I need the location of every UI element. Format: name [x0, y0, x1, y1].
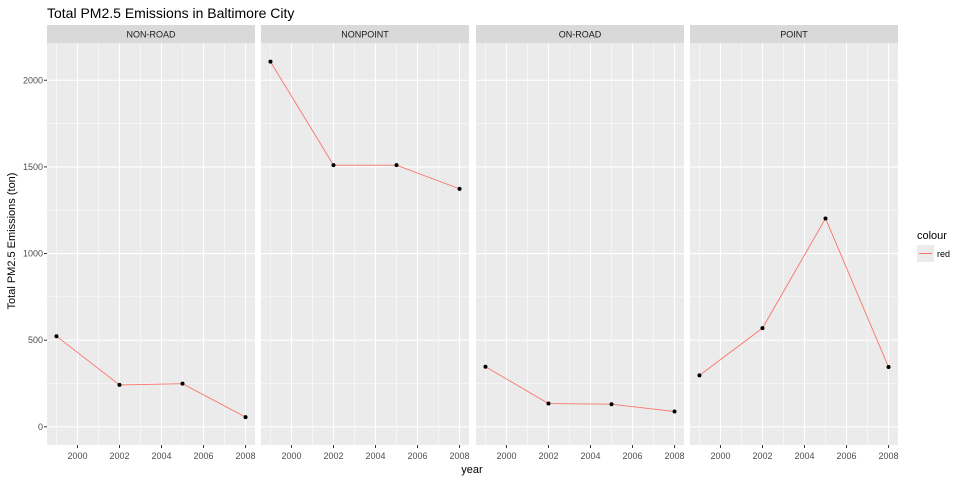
x-tick-label: 2008: [879, 451, 899, 461]
facet-strip: [261, 25, 469, 43]
x-tick-label: 2006: [194, 451, 214, 461]
x-tick-label: 2002: [323, 451, 343, 461]
data-point: [54, 334, 59, 339]
x-tick-label: 2004: [151, 451, 171, 461]
x-tick-label: 2006: [837, 451, 857, 461]
data-point: [823, 216, 828, 221]
legend-title: colour: [917, 230, 947, 242]
legend: colour red: [917, 230, 950, 262]
x-tick-label: 2004: [365, 451, 385, 461]
x-tick-label: 2008: [236, 451, 256, 461]
data-point: [672, 409, 677, 414]
series-line: [56, 335, 246, 418]
series-line: [485, 366, 675, 412]
y-tick-label: 500: [28, 335, 43, 345]
data-point: [243, 415, 248, 420]
x-tick-label: 2000: [67, 451, 87, 461]
facet-strip: [476, 25, 684, 43]
x-axis-title: year: [461, 464, 483, 476]
facet-panel-point: POINT 2000 2002 2004 2006 2008: [690, 25, 899, 461]
x-tick-label: 2004: [580, 451, 600, 461]
y-tick-label: 1500: [23, 162, 43, 172]
data-point: [457, 186, 462, 191]
x-tick-label: 2002: [752, 451, 772, 461]
facet-strip-label: POINT: [780, 30, 808, 40]
x-tick-label: 2008: [450, 451, 470, 461]
facet-strip-label: NONPOINT: [341, 30, 389, 40]
facet-panel-non-road: NON-ROAD 2000 2002 2004 2006 2008: [47, 25, 256, 461]
y-tick-label: 2000: [23, 75, 43, 85]
panel-background: [261, 43, 469, 445]
data-point: [546, 401, 551, 406]
panel-background: [47, 43, 255, 445]
data-point: [886, 365, 891, 370]
facet-strip: [47, 25, 255, 43]
facet-strip-label: ON-ROAD: [559, 30, 602, 40]
x-tick-label: 2006: [623, 451, 643, 461]
y-tick-label: 1000: [23, 249, 43, 259]
chart-title: Total PM2.5 Emissions in Baltimore City: [47, 5, 294, 21]
data-point: [760, 326, 765, 331]
x-tick-label: 2004: [794, 451, 814, 461]
facet-panel-nonpoint: NONPOINT 2000 2002 2004 2006 2008: [261, 25, 470, 461]
data-point: [483, 364, 488, 369]
facet-strip-label: NON-ROAD: [127, 30, 176, 40]
legend-label: red: [937, 249, 950, 259]
y-axis-title: Total PM2.5 Emissions (ton): [6, 173, 18, 310]
facet-strip: [690, 25, 898, 43]
panels-layer: NON-ROAD 2000 2002 2004 2006 2008 NONPOINT 2000…: [47, 25, 899, 461]
panel-background: [476, 43, 684, 445]
data-point: [331, 163, 336, 168]
y-axis: 0 500 1000 1500 2000: [23, 75, 47, 432]
data-point: [117, 382, 122, 387]
x-tick-label: 2002: [538, 451, 558, 461]
x-tick-label: 2000: [281, 451, 301, 461]
x-tick-label: 2006: [408, 451, 428, 461]
x-tick-label: 2008: [665, 451, 685, 461]
data-point: [697, 373, 702, 378]
data-point: [180, 381, 185, 386]
series-line: [699, 217, 889, 376]
data-point: [268, 59, 273, 64]
data-point: [609, 402, 614, 407]
panel-background: [690, 43, 898, 445]
facet-panel-on-road: ON-ROAD 2000 2002 2004 2006 2008: [476, 25, 685, 461]
data-point: [394, 163, 399, 168]
x-tick-label: 2000: [496, 451, 516, 461]
x-tick-label: 2000: [710, 451, 730, 461]
y-tick-label: 0: [38, 422, 43, 432]
x-tick-label: 2002: [109, 451, 129, 461]
series-line: [270, 61, 460, 190]
